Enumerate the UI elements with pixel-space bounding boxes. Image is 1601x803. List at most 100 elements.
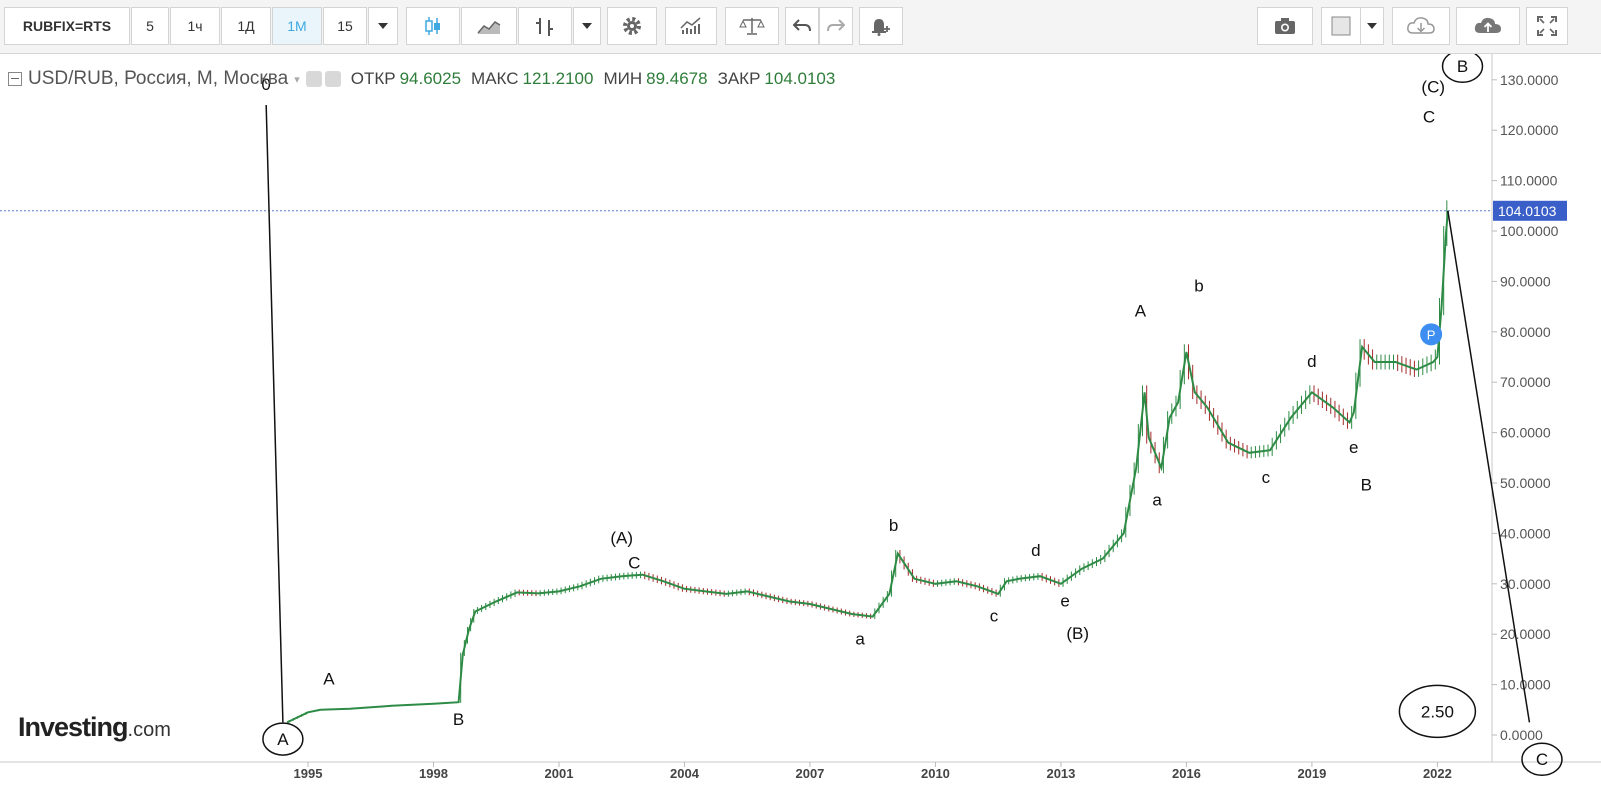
wave-label: A (323, 670, 335, 689)
interval-15-button[interactable]: 15 (323, 7, 367, 45)
redo-icon[interactable] (819, 7, 853, 45)
settings-gear-icon[interactable] (607, 7, 657, 45)
y-tick-label: 30.0000 (1500, 576, 1551, 592)
chart-type-dropdown-icon[interactable] (573, 7, 601, 45)
color-swatch-button[interactable] (1321, 7, 1361, 45)
instrument-name[interactable]: USD/RUB, Россия, M, Москва (28, 68, 289, 89)
high-label: МАКС (471, 69, 519, 88)
instrument-legend: USD/RUB, Россия, M, Москва ▾ ОТКР 94.602… (8, 66, 835, 92)
cloud-upload-icon[interactable] (1456, 7, 1520, 45)
indicators-icon[interactable] (665, 7, 717, 45)
wave-label: d (1307, 352, 1316, 371)
x-tick-label: 1995 (294, 766, 323, 781)
wave-label: b (1194, 276, 1203, 295)
wave-label: (B) (1066, 624, 1089, 643)
time-axis: 1995 1998 2001 2004 2007 2010 2013 2016 2019 2022 (294, 762, 1452, 781)
projection-line (1447, 210, 1531, 723)
wave-label: A (277, 730, 289, 749)
wave-label: B (453, 710, 464, 729)
y-tick-label: 70.0000 (1500, 374, 1551, 390)
wave-label: A (1135, 302, 1147, 321)
y-tick-label: 80.0000 (1500, 324, 1551, 340)
chart-toolbar: RUBFIX=RTS 5 1ч 1Д 1М 15 (0, 0, 1601, 54)
close-value: 104.0103 (764, 69, 836, 88)
symbol-field[interactable]: RUBFIX=RTS (4, 7, 130, 45)
color-dropdown-icon[interactable] (1360, 7, 1384, 45)
y-tick-label: 40.0000 (1500, 525, 1551, 541)
price-marker[interactable]: P (1420, 323, 1443, 346)
price-bars (288, 200, 1448, 723)
close-label: ЗАКР (717, 69, 761, 88)
low-label: МИН (603, 69, 643, 88)
wave-projection-lines (265, 104, 1531, 723)
y-tick-label: 60.0000 (1500, 425, 1551, 441)
wave-label: e (1060, 591, 1069, 610)
wave-label: C (628, 554, 640, 573)
wave-label: a (855, 629, 865, 648)
price-chart[interactable]: 0.0000 10.0000 20.0000 30.0000 40.0000 50.000… (0, 54, 1601, 803)
price-line (286, 210, 1449, 724)
interval-5-button[interactable]: 5 (131, 7, 169, 45)
wave-label-circle (1521, 742, 1563, 776)
price-tag-box (1493, 200, 1567, 221)
x-tick-label: 1998 (419, 766, 448, 781)
visibility-eye-icon[interactable] (305, 71, 322, 87)
logo-brand: Investing (18, 712, 129, 742)
interval-1m-button[interactable]: 1М (272, 7, 322, 45)
wave-label-circle (262, 722, 304, 756)
interval-dropdown-icon[interactable] (368, 7, 398, 45)
projection-line (265, 104, 284, 723)
x-tick-label: 2019 (1297, 766, 1326, 781)
high-value: 121.2100 (522, 69, 594, 88)
wave-label: B (1457, 57, 1468, 76)
logo-suffix: .com (127, 719, 171, 741)
y-tick-label: 10.0000 (1500, 677, 1551, 693)
x-tick-label: 2016 (1172, 766, 1201, 781)
wave-label: B (1361, 476, 1372, 495)
y-tick-label: 20.0000 (1500, 626, 1551, 642)
open-value: 94.6025 (399, 69, 462, 88)
wave-label: 2.50 (1421, 702, 1454, 721)
interval-1d-button[interactable]: 1Д (221, 7, 271, 45)
y-tick-label: 100.0000 (1500, 223, 1559, 239)
cloud-download-icon[interactable] (1392, 7, 1450, 45)
add-alert-bell-icon[interactable] (859, 7, 903, 45)
wave-label: d (1031, 541, 1040, 560)
compare-scales-icon[interactable] (725, 7, 779, 45)
instrument-dropdown-icon[interactable]: ▾ (294, 73, 300, 86)
fullscreen-icon[interactable] (1526, 7, 1568, 45)
wave-label: b (889, 516, 898, 535)
open-label: ОТКР (350, 69, 396, 88)
wave-label-circle (1441, 54, 1484, 83)
candles-icon[interactable] (406, 7, 460, 45)
screenshot-camera-icon[interactable] (1257, 7, 1313, 45)
wave-label: c (1262, 468, 1271, 487)
legend-settings-icon[interactable] (324, 71, 341, 87)
x-tick-label: 2001 (545, 766, 574, 781)
y-tick-label: 120.0000 (1500, 122, 1559, 138)
low-value: 89.4678 (646, 69, 708, 88)
y-tick-label: 110.0000 (1500, 173, 1558, 189)
x-tick-label: 2007 (795, 766, 824, 781)
wave-label-circle (1398, 684, 1477, 739)
x-tick-label: 2004 (670, 766, 700, 781)
wave-label: (C) (1421, 77, 1445, 96)
price-axis: 0.0000 10.0000 20.0000 30.0000 40.0000 50.000… (1492, 72, 1559, 743)
wave-label: 0 (261, 75, 270, 94)
wave-label: C (1536, 750, 1548, 769)
wave-label: e (1349, 438, 1358, 457)
interval-1h-button[interactable]: 1ч (170, 7, 220, 45)
investing-logo: Investing.com (18, 712, 171, 743)
y-tick-label: 90.0000 (1500, 273, 1551, 289)
x-tick-label: 2013 (1046, 766, 1075, 781)
bars-chart-icon[interactable] (518, 7, 572, 45)
last-price-tag: 104.0103 (1493, 200, 1567, 221)
undo-icon[interactable] (785, 7, 819, 45)
y-tick-label: 50.0000 (1500, 475, 1551, 491)
y-tick-label: 0.0000 (1500, 727, 1543, 743)
y-tick-label: 130.0000 (1500, 72, 1559, 88)
collapse-legend-icon[interactable] (8, 72, 22, 86)
area-chart-icon[interactable] (461, 7, 517, 45)
wave-label: C (1423, 108, 1435, 127)
